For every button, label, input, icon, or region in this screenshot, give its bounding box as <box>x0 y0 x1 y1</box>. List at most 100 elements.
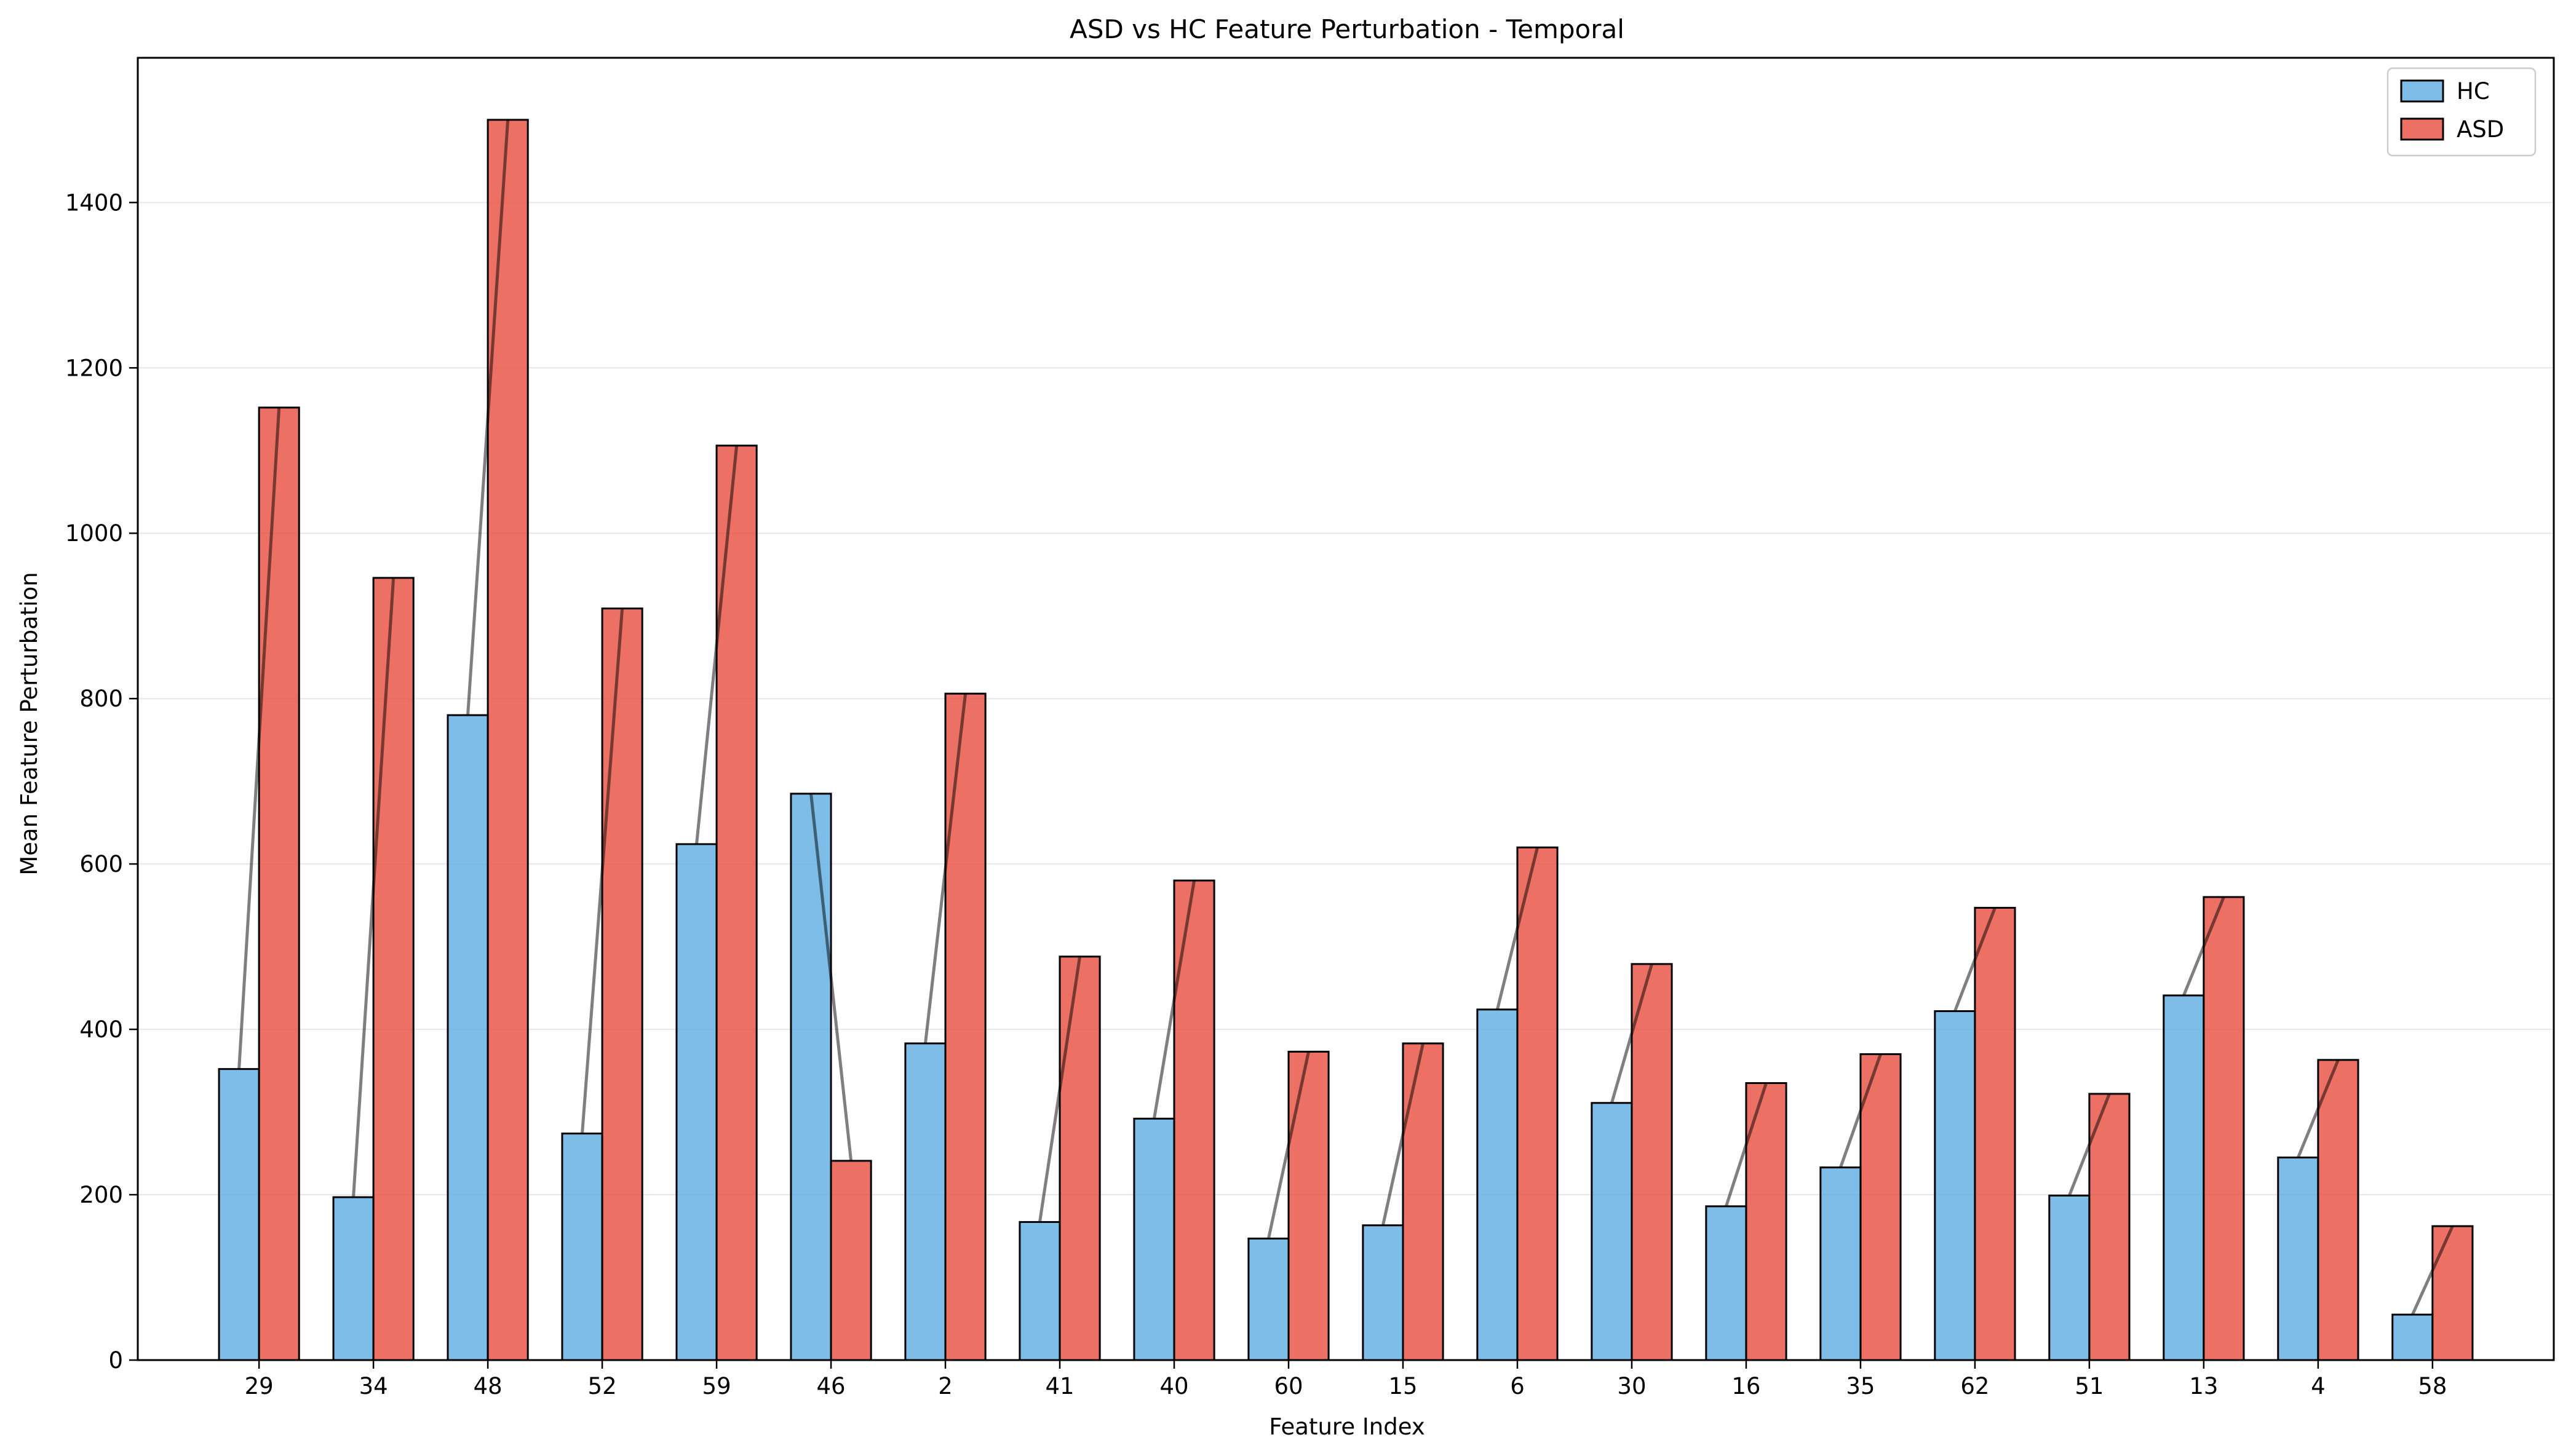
asd-bar <box>944 692 987 1361</box>
x-tick-label: 6 <box>1510 1373 1525 1399</box>
connector-line <box>924 693 968 1044</box>
connector-line <box>2297 1059 2340 1158</box>
hc-bar <box>1476 1008 1519 1361</box>
asd-bar <box>2431 1225 2474 1361</box>
x-tick-label: 62 <box>1960 1373 1989 1399</box>
plot-frame <box>137 57 2555 1361</box>
hc-bar <box>2277 1157 2319 1361</box>
hc-bar <box>1705 1205 1747 1361</box>
asd-bar <box>601 607 643 1361</box>
x-tick-label: 41 <box>1045 1373 1074 1399</box>
asd-bar <box>1516 846 1559 1361</box>
y-tick-label: 0 <box>108 1347 123 1374</box>
x-tick-label: 46 <box>817 1373 846 1399</box>
legend-label-asd: ASD <box>2457 116 2504 143</box>
connector-line <box>1381 1043 1425 1226</box>
asd-bar <box>1059 956 1101 1361</box>
hc-bar <box>2048 1194 2091 1361</box>
y-tick-label: 600 <box>79 851 123 877</box>
x-axis-label: Feature Index <box>1269 1414 1425 1440</box>
x-tick-label: 30 <box>1617 1373 1646 1399</box>
hc-bar <box>1019 1221 1061 1361</box>
y-axis-label: Mean Feature Perturbation <box>16 572 42 875</box>
hc-bar <box>904 1042 947 1361</box>
x-tick-label: 4 <box>2311 1373 2326 1399</box>
asd-bar <box>2317 1059 2359 1361</box>
x-tick-label: 48 <box>474 1373 503 1399</box>
asd-bar <box>1173 879 1215 1361</box>
x-tick-label: 52 <box>588 1373 617 1399</box>
hc-bar <box>218 1068 260 1361</box>
connector-line <box>466 119 510 716</box>
connector-line <box>237 407 281 1069</box>
hc-bar <box>332 1196 375 1361</box>
asd-bar <box>830 1160 872 1361</box>
connector-line <box>1038 956 1082 1222</box>
connector-line <box>1496 847 1539 1010</box>
asd-bar <box>1859 1053 1902 1361</box>
asd-bar <box>1287 1050 1330 1361</box>
connector-lines <box>237 119 2454 1316</box>
hc-bar <box>2163 994 2205 1361</box>
y-tick-label: 1000 <box>65 520 123 547</box>
y-tick-label: 1200 <box>65 355 123 381</box>
connector-line <box>1610 963 1653 1104</box>
asd-bar <box>2088 1093 2131 1361</box>
x-tick-label: 58 <box>2418 1373 2447 1399</box>
legend-swatch-asd <box>2400 117 2444 141</box>
chart-title: ASD vs HC Feature Perturbation - Tempora… <box>1070 14 1624 44</box>
connector-line <box>2068 1093 2111 1197</box>
asd-bar <box>2203 896 2245 1361</box>
x-tick-label: 59 <box>702 1373 731 1399</box>
asd-bar <box>1631 963 1673 1361</box>
y-tick-label: 800 <box>79 686 123 712</box>
hc-bar <box>790 793 832 1361</box>
connector-line <box>1839 1053 1882 1168</box>
connector-line <box>2182 896 2225 996</box>
legend-swatch-hc <box>2400 79 2444 103</box>
connector-line <box>352 577 395 1198</box>
y-tick-label: 200 <box>79 1182 123 1208</box>
hc-bar <box>1934 1010 1976 1361</box>
connector-line <box>581 608 624 1134</box>
connector-line <box>695 445 739 845</box>
x-tick-label: 51 <box>2075 1373 2104 1399</box>
legend: HC ASD <box>2386 67 2537 157</box>
x-tick-label: 35 <box>1846 1373 1875 1399</box>
y-tick-label: 1400 <box>65 189 123 216</box>
x-tick-label: 34 <box>359 1373 388 1399</box>
hc-bar <box>1133 1117 1175 1361</box>
asd-bar <box>372 577 415 1361</box>
x-tick-label: 29 <box>245 1373 274 1399</box>
asd-bar <box>715 445 758 1361</box>
asd-bar <box>258 406 300 1361</box>
hc-bar <box>1247 1237 1290 1361</box>
x-tick-label: 13 <box>2189 1373 2218 1399</box>
bars <box>218 119 2474 1361</box>
connector-line <box>809 793 853 1161</box>
connector-line <box>1267 1051 1310 1239</box>
hc-bar <box>447 714 489 1361</box>
x-tick-label: 2 <box>938 1373 953 1399</box>
connector-line <box>1153 880 1196 1119</box>
x-tick-label: 16 <box>1731 1373 1760 1399</box>
y-tick-label: 400 <box>79 1016 123 1043</box>
hc-bar <box>1362 1224 1404 1361</box>
x-tick-label: 15 <box>1388 1373 1417 1399</box>
x-tick-label: 60 <box>1274 1373 1303 1399</box>
connector-line <box>2411 1225 2454 1316</box>
hc-bar <box>561 1133 603 1361</box>
hc-bar <box>1591 1102 1633 1361</box>
asd-bar <box>1402 1042 1444 1361</box>
connector-line <box>1953 907 1997 1012</box>
hc-bar <box>1819 1166 1862 1361</box>
legend-label-hc: HC <box>2457 78 2490 105</box>
hc-bar <box>675 843 718 1361</box>
x-tick-label: 40 <box>1159 1373 1188 1399</box>
hc-bar <box>2391 1313 2434 1361</box>
connector-line <box>1725 1082 1768 1207</box>
